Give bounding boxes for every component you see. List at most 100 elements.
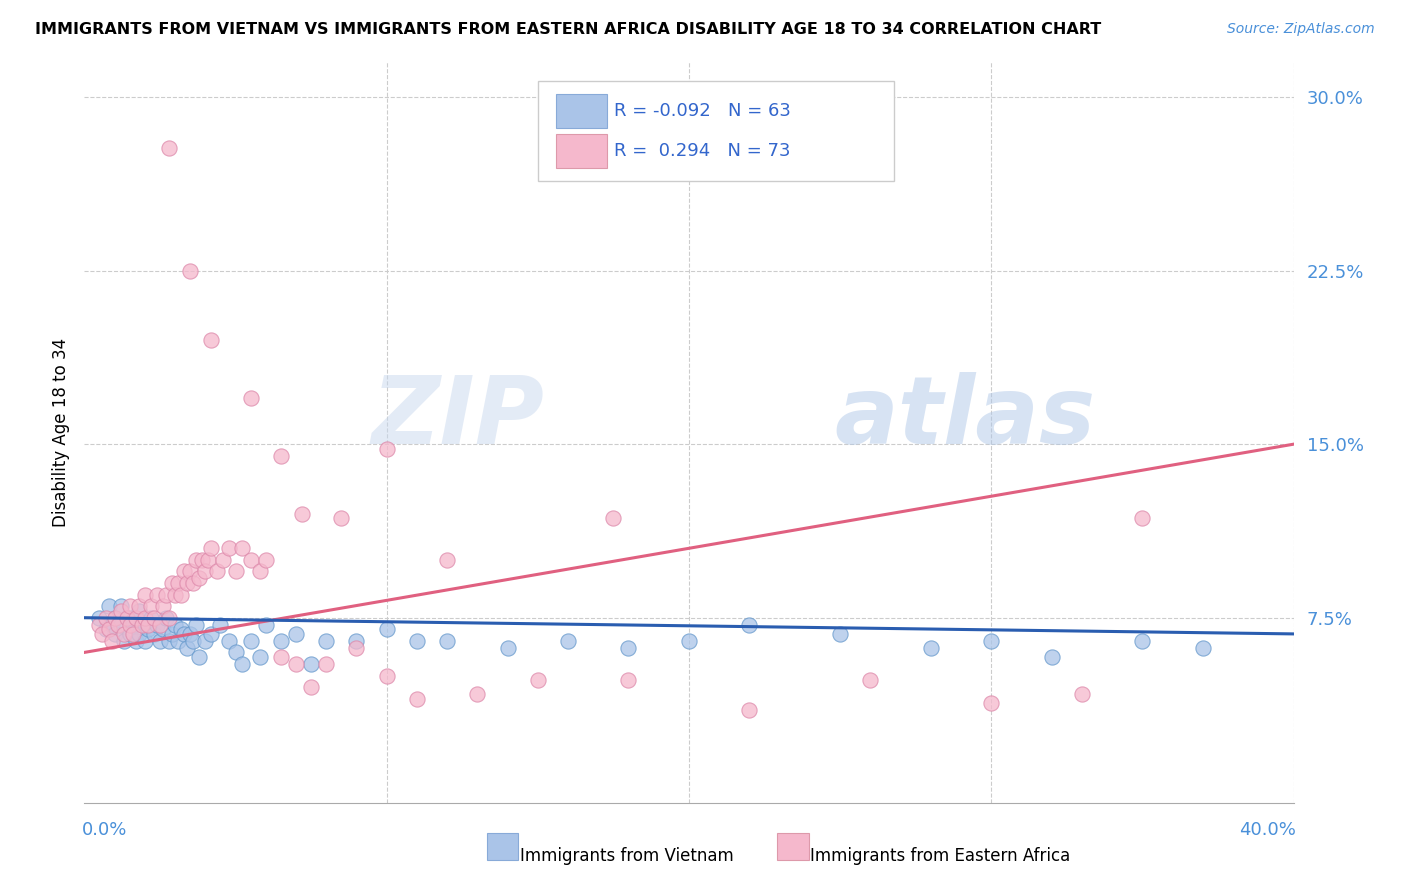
Point <box>617 673 640 688</box>
Point <box>191 553 214 567</box>
Point <box>375 668 398 682</box>
FancyBboxPatch shape <box>778 833 808 860</box>
Point <box>134 617 156 632</box>
Point <box>152 599 174 614</box>
Point <box>299 657 322 671</box>
Point <box>920 640 942 655</box>
Point <box>207 565 229 579</box>
Point <box>118 611 141 625</box>
Point <box>110 604 132 618</box>
Point <box>149 617 172 632</box>
Point <box>142 611 165 625</box>
Point <box>89 611 111 625</box>
Point <box>218 633 240 648</box>
Point <box>249 565 271 579</box>
Point <box>496 640 519 655</box>
FancyBboxPatch shape <box>486 833 519 860</box>
Point <box>188 571 211 585</box>
Point <box>118 627 141 641</box>
Point <box>231 541 253 556</box>
Point <box>1130 511 1153 525</box>
Text: 0.0%: 0.0% <box>82 822 128 839</box>
Point <box>346 633 368 648</box>
Point <box>157 633 180 648</box>
Point <box>128 627 150 641</box>
Point <box>738 703 761 717</box>
Point <box>134 611 156 625</box>
Point <box>291 507 314 521</box>
Point <box>557 633 579 648</box>
Text: atlas: atlas <box>834 372 1095 464</box>
Point <box>406 691 429 706</box>
Point <box>173 627 195 641</box>
FancyBboxPatch shape <box>555 134 607 168</box>
Point <box>299 680 322 694</box>
Point <box>104 611 127 625</box>
Point <box>91 627 114 641</box>
Point <box>436 633 458 648</box>
Point <box>136 622 159 636</box>
Point <box>136 617 159 632</box>
Point <box>527 673 550 688</box>
Point <box>406 633 429 648</box>
Point <box>467 687 489 701</box>
Text: 40.0%: 40.0% <box>1239 822 1296 839</box>
Text: ZIP: ZIP <box>371 372 544 464</box>
Point <box>194 565 217 579</box>
Point <box>125 611 148 625</box>
Point <box>225 645 247 659</box>
Point <box>315 657 337 671</box>
Text: IMMIGRANTS FROM VIETNAM VS IMMIGRANTS FROM EASTERN AFRICA DISABILITY AGE 18 TO 3: IMMIGRANTS FROM VIETNAM VS IMMIGRANTS FR… <box>35 22 1101 37</box>
Point <box>97 622 120 636</box>
Point <box>112 633 135 648</box>
Point <box>231 657 253 671</box>
Point <box>100 633 122 648</box>
Point <box>179 627 201 641</box>
Point <box>110 617 132 632</box>
Point <box>118 599 141 614</box>
Point <box>89 617 111 632</box>
Point <box>160 627 183 641</box>
Point <box>176 576 198 591</box>
Point <box>149 633 172 648</box>
Point <box>157 611 180 625</box>
Point <box>218 541 240 556</box>
Point <box>167 633 190 648</box>
Point <box>134 633 156 648</box>
Point <box>270 633 292 648</box>
Point <box>186 553 208 567</box>
Point <box>980 633 1002 648</box>
Point <box>179 263 201 277</box>
Point <box>94 611 117 625</box>
Point <box>128 599 150 614</box>
Point <box>830 627 852 641</box>
Point <box>1130 633 1153 648</box>
Point <box>285 657 308 671</box>
Point <box>107 617 129 632</box>
Text: R = -0.092   N = 63: R = -0.092 N = 63 <box>614 103 790 120</box>
Point <box>738 617 761 632</box>
Point <box>436 553 458 567</box>
Point <box>239 553 262 567</box>
Point <box>139 611 162 625</box>
Point <box>125 633 148 648</box>
Point <box>155 588 177 602</box>
Point <box>165 588 187 602</box>
Point <box>112 627 135 641</box>
Point <box>188 650 211 665</box>
Text: R =  0.294   N = 73: R = 0.294 N = 73 <box>614 142 790 160</box>
Point <box>249 650 271 665</box>
Point <box>157 141 180 155</box>
Point <box>155 611 177 625</box>
Point <box>94 622 117 636</box>
Point <box>239 633 262 648</box>
Point <box>179 565 201 579</box>
Point <box>197 553 219 567</box>
Point <box>346 640 368 655</box>
Point <box>146 588 169 602</box>
Point <box>173 565 195 579</box>
Point <box>602 511 624 525</box>
Point <box>167 576 190 591</box>
Point <box>980 696 1002 710</box>
Point <box>200 541 222 556</box>
